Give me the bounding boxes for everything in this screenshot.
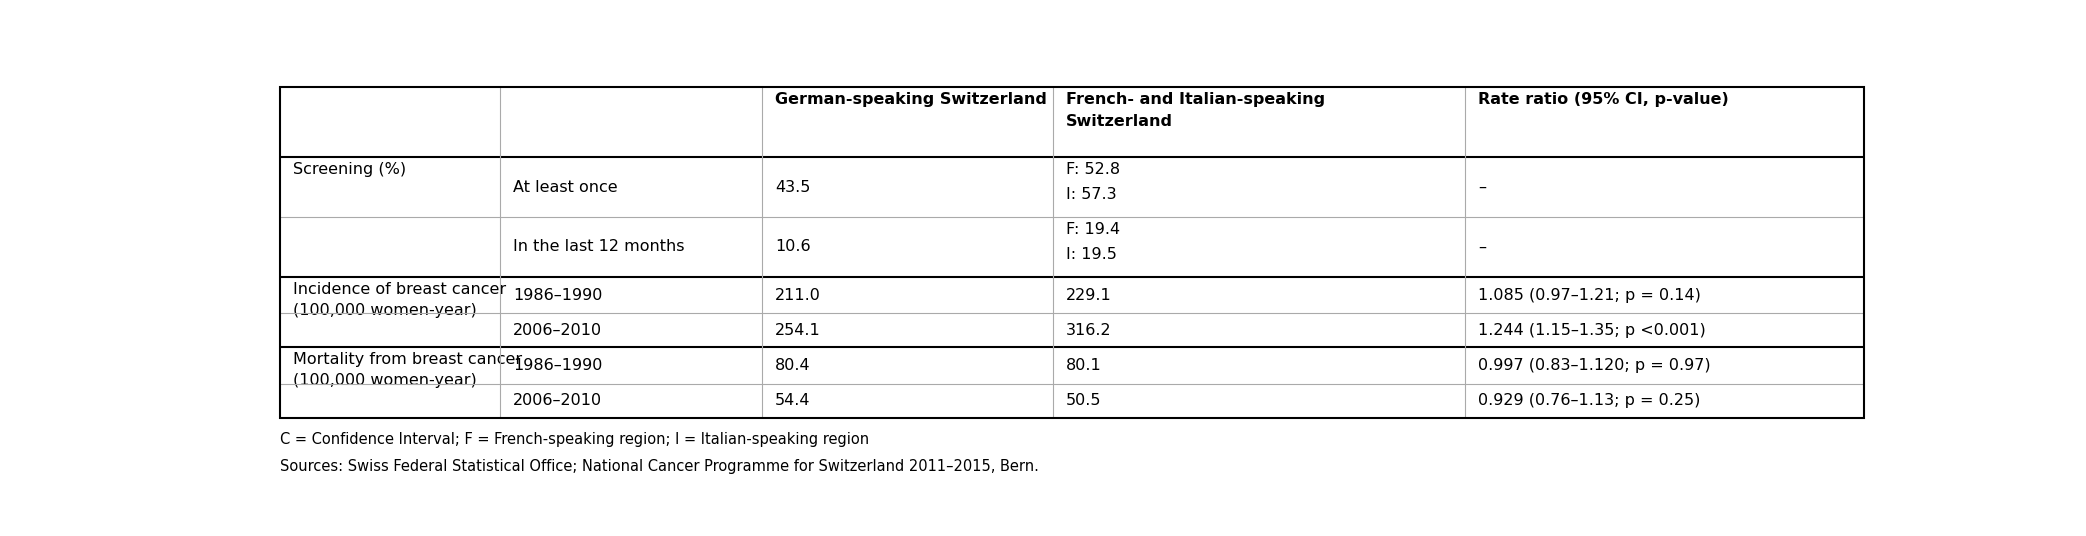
Text: 0.997 (0.83–1.120; p = 0.97): 0.997 (0.83–1.120; p = 0.97) [1479,358,1711,373]
Text: 0.929 (0.76–1.13; p = 0.25): 0.929 (0.76–1.13; p = 0.25) [1479,393,1700,408]
Text: In the last 12 months: In the last 12 months [513,240,684,255]
Text: C = Confidence Interval; F = French-speaking region; I = Italian-speaking region: C = Confidence Interval; F = French-spea… [280,433,870,448]
Text: 80.4: 80.4 [774,358,811,373]
Text: 1.244 (1.15–1.35; p <0.001): 1.244 (1.15–1.35; p <0.001) [1479,323,1706,338]
Text: 211.0: 211.0 [774,287,820,302]
Text: 43.5: 43.5 [774,180,809,195]
Text: 1986–1990: 1986–1990 [513,358,603,373]
Text: 316.2: 316.2 [1066,323,1112,338]
Text: 254.1: 254.1 [774,323,820,338]
Text: 2006–2010: 2006–2010 [513,393,603,408]
Text: –: – [1479,240,1485,255]
Text: Screening (%): Screening (%) [292,162,407,177]
Text: At least once: At least once [513,180,617,195]
Text: 10.6: 10.6 [774,240,811,255]
Text: 1986–1990: 1986–1990 [513,287,603,302]
Text: F: 52.8
I: 57.3: F: 52.8 I: 57.3 [1066,162,1120,202]
Text: 1.085 (0.97–1.21; p = 0.14): 1.085 (0.97–1.21; p = 0.14) [1479,287,1700,302]
Text: Incidence of breast cancer
(100,000 women-year): Incidence of breast cancer (100,000 wome… [292,282,507,318]
Text: French- and Italian-speaking
Switzerland: French- and Italian-speaking Switzerland [1066,92,1325,129]
Bar [280,87,1865,418]
Text: 54.4: 54.4 [774,393,809,408]
Text: 80.1: 80.1 [1066,358,1101,373]
Text: Mortality from breast cancer
(100,000 women-year): Mortality from breast cancer (100,000 wo… [292,352,522,389]
Text: 229.1: 229.1 [1066,287,1112,302]
Text: 2006–2010: 2006–2010 [513,323,603,338]
Text: Sources: Swiss Federal Statistical Office; National Cancer Programme for Switzer: Sources: Swiss Federal Statistical Offic… [280,459,1039,474]
Text: F: 19.4
I: 19.5: F: 19.4 I: 19.5 [1066,222,1120,262]
Text: –: – [1479,180,1485,195]
Text: Rate ratio (95% CI, p-value): Rate ratio (95% CI, p-value) [1479,92,1729,107]
Text: German-speaking Switzerland: German-speaking Switzerland [774,92,1047,107]
Text: 50.5: 50.5 [1066,393,1101,408]
